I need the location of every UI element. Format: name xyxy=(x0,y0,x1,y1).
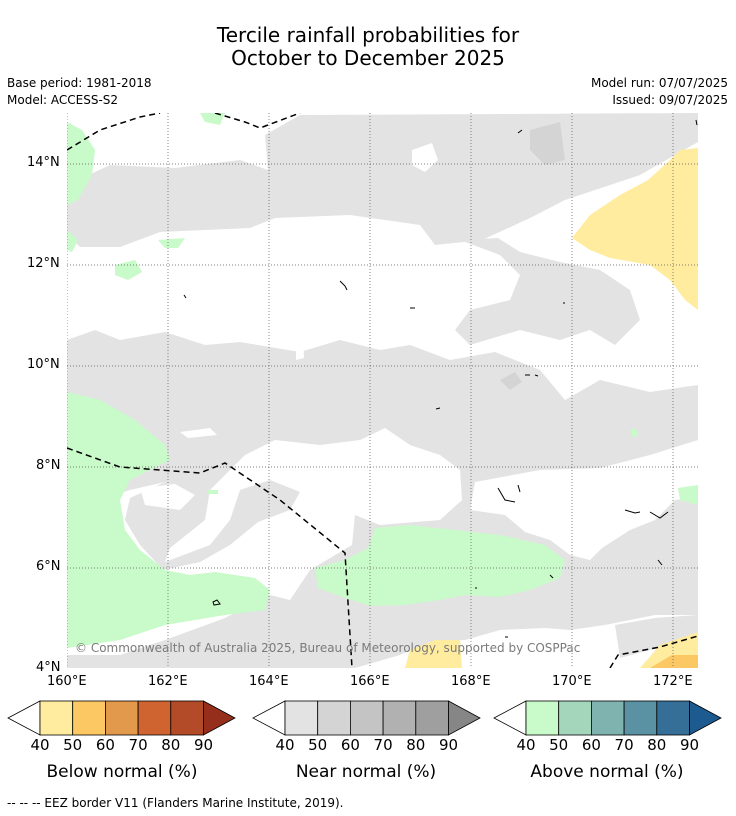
colorbar-tick: 40 xyxy=(30,736,50,754)
colorbar-tick: 40 xyxy=(516,736,536,754)
lon-label: 160°E xyxy=(47,674,87,689)
colorbar-tick: 50 xyxy=(308,736,328,754)
near-normal-east-lobe xyxy=(455,238,640,345)
lat-label: 14°N xyxy=(27,155,60,170)
base-period: Base period: 1981-2018 xyxy=(7,76,152,90)
model-run: Model run: 07/07/2025 xyxy=(590,76,728,90)
below-normal-regions xyxy=(405,148,698,668)
below-normal-east-patch xyxy=(572,148,698,310)
colorbar-label-near-normal: Near normal (%) xyxy=(295,762,437,782)
colorbar-tick: 90 xyxy=(193,736,214,754)
colorbar-tick: 90 xyxy=(679,736,700,754)
colorbar-tick: 90 xyxy=(438,736,459,754)
colorbar-label-below-normal: Below normal (%) xyxy=(46,762,198,782)
lat-label: 10°N xyxy=(27,357,60,372)
colorbar-above-normal xyxy=(493,700,722,736)
colorbar-tick: 70 xyxy=(614,736,634,754)
lon-label: 172°E xyxy=(653,674,693,689)
lat-label: 6°N xyxy=(36,559,61,574)
graticule xyxy=(67,113,698,668)
above-normal-central-patch xyxy=(315,525,565,606)
above-normal-west-patch xyxy=(67,392,270,648)
colorbar-tick: 40 xyxy=(275,736,295,754)
map-title-line1: Tercile rainfall probabilities for xyxy=(216,23,520,47)
eez-footnote: -- -- -- EEZ border V11 (Flanders Marine… xyxy=(7,796,344,810)
colorbar-tick: 60 xyxy=(95,736,115,754)
colorbar-tick: 50 xyxy=(549,736,569,754)
colorbar-near-normal xyxy=(252,700,481,736)
colorbar-tick: 80 xyxy=(647,736,667,754)
copyright-notice: © Commonwealth of Australia 2025, Bureau… xyxy=(75,641,581,655)
lat-label: 4°N xyxy=(36,660,61,675)
below-normal-60-patch xyxy=(650,655,698,668)
above-normal-regions xyxy=(67,113,698,648)
model-name: Model: ACCESS-S2 xyxy=(7,93,119,107)
colorbar-tick: 80 xyxy=(161,736,181,754)
colorbar-tick: 60 xyxy=(340,736,360,754)
lon-label: 168°E xyxy=(451,674,491,689)
island-outlines xyxy=(183,119,698,638)
map-title-line2: October to December 2025 xyxy=(231,46,505,70)
colorbar-tick: 50 xyxy=(63,736,83,754)
near-normal-holes xyxy=(116,143,438,510)
colorbar-tick: 80 xyxy=(406,736,426,754)
lat-label: 8°N xyxy=(36,458,61,473)
lon-label: 170°E xyxy=(552,674,592,689)
colorbar-below-normal xyxy=(7,700,236,736)
near-normal-south-patch xyxy=(615,615,698,658)
lat-label: 12°N xyxy=(27,256,60,271)
lon-label: 164°E xyxy=(249,674,289,689)
colorbar-label-above-normal: Above normal (%) xyxy=(530,762,684,782)
colorbar-tick: 70 xyxy=(128,736,148,754)
lon-label: 162°E xyxy=(148,674,188,689)
colorbar-tick: 60 xyxy=(581,736,601,754)
above-normal-northwest-patch xyxy=(67,122,95,205)
lon-label: 166°E xyxy=(350,674,390,689)
colorbar-tick: 70 xyxy=(373,736,393,754)
map-plot-area xyxy=(67,113,698,668)
below-normal-south-patch xyxy=(405,640,462,668)
eez-border xyxy=(67,113,698,668)
issued-date: Issued: 09/07/2025 xyxy=(612,93,728,107)
